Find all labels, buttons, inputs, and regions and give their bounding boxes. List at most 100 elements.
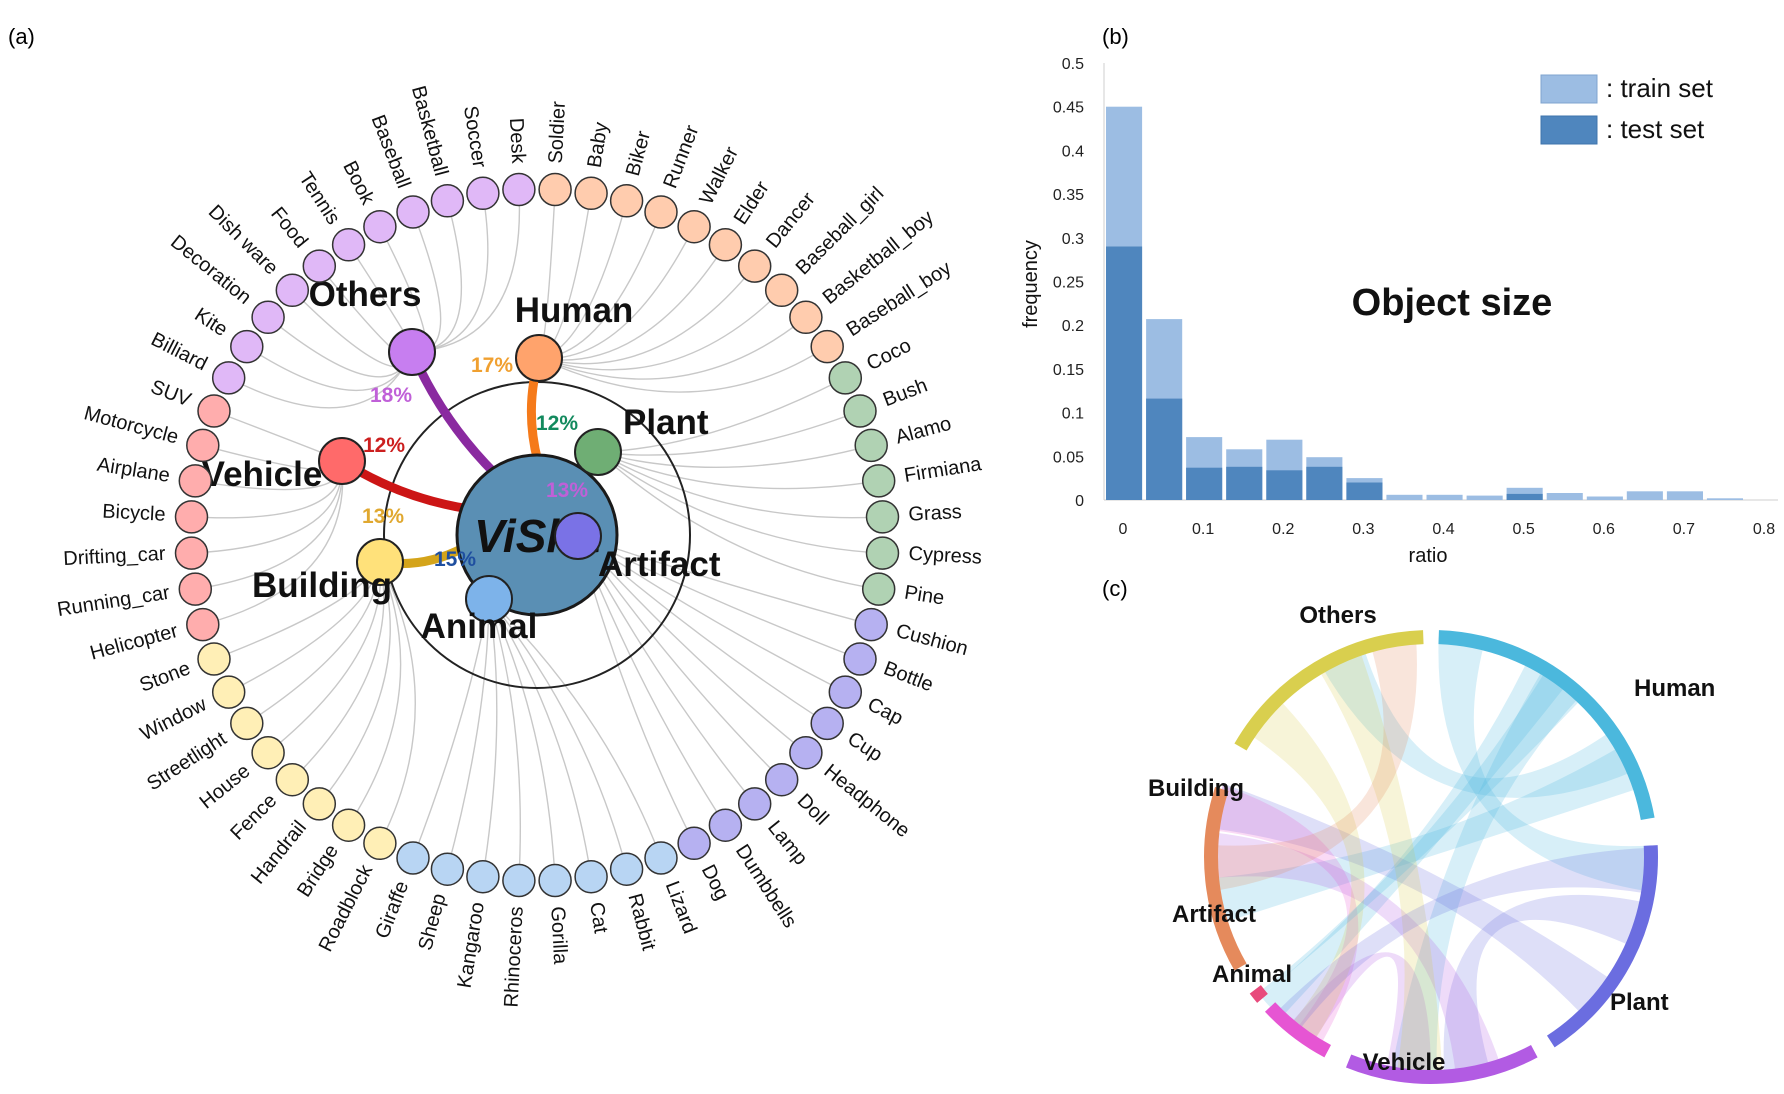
leaf-label-kangaroo: Kangaroo <box>454 901 489 990</box>
y-tick-0-45: 0.45 <box>1053 100 1084 117</box>
category-node-others <box>388 328 436 376</box>
leaf-link-rabbit <box>488 598 628 870</box>
bar-test-4 <box>1266 470 1303 500</box>
leaf-label-running-car: Running_car <box>56 582 172 622</box>
leaf-node-baseball <box>396 195 430 229</box>
leaf-node-dog <box>677 826 711 861</box>
leaf-node-rabbit <box>609 852 644 886</box>
leaf-link-alamo <box>597 444 872 469</box>
leaf-node-handrail <box>302 787 337 821</box>
leaf-link-sheep <box>446 598 490 870</box>
leaf-node-motorcycle <box>186 428 220 463</box>
leaf-label-stone: Stone <box>137 657 194 696</box>
leaf-node-headphone <box>789 735 823 770</box>
leaf-link-grass <box>597 451 883 519</box>
leaf-node-billiard <box>211 361 246 395</box>
y-axis-label: frequency <box>1020 240 1042 328</box>
leaf-node-bridge <box>331 808 366 842</box>
leaf-node-giraffe <box>396 841 430 875</box>
leaf-link-handrail <box>318 561 391 805</box>
x-tick-0-3: 0.3 <box>1352 521 1374 538</box>
leaf-node-roadblock <box>363 826 397 861</box>
leaf-label-lamp: Lamp <box>763 817 812 870</box>
leaf-label-rabbit: Rabbit <box>623 891 659 953</box>
leaf-label-food: Food <box>266 203 312 252</box>
ribbon-human-plant <box>1438 637 1652 892</box>
chord-label-building: Building <box>1148 775 1244 802</box>
leaf-link-lizard <box>488 598 662 859</box>
leaf-link-rhinoceros <box>488 598 522 881</box>
y-tick-0-1: 0.1 <box>1062 406 1084 423</box>
bar-train-9 <box>1466 495 1503 500</box>
ribbon-plant-vehicle <box>1443 894 1647 1077</box>
chord-label-vehicle: Vehicle <box>1363 1049 1446 1076</box>
leaf-label-cup: Cup <box>843 728 886 766</box>
bar-train-14 <box>1666 491 1703 500</box>
leaf-label-gorilla: Gorilla <box>546 906 571 966</box>
panel-label-b: (b) <box>1102 24 1129 49</box>
bar-test-1 <box>1146 398 1183 500</box>
leaf-node-firmiana <box>861 464 896 498</box>
leaf-node-basketball-boy <box>789 300 823 335</box>
y-tick-0-3: 0.3 <box>1062 231 1084 248</box>
leaf-node-dish-ware <box>275 273 310 308</box>
leaf-link-pine <box>597 451 879 590</box>
leaf-node-runner <box>644 195 678 229</box>
bar-test-10 <box>1506 493 1543 500</box>
leaf-node-bush <box>843 394 877 428</box>
bar-test-6 <box>1346 482 1383 500</box>
leaf-node-soccer <box>466 176 500 211</box>
leaf-label-bicycle: Bicycle <box>102 500 166 525</box>
y-tick-labels: 0 0.05 0.1 0.15 0.2 0.25 0.3 0.35 0.4 0.45 0.5 <box>1053 56 1084 510</box>
bar-test-0 <box>1106 246 1143 500</box>
leaf-label-kite: Kite <box>190 304 231 341</box>
x-tick-0-1: 0.1 <box>1192 521 1214 538</box>
leaf-node-grass <box>865 500 900 534</box>
leaf-label-cypress: Cypress <box>908 543 982 569</box>
leaf-label-soldier: Soldier <box>545 100 570 164</box>
leaf-label-fence: Fence <box>226 790 281 845</box>
category-label-building: Building <box>252 566 392 605</box>
leaf-label-walker: Walker <box>695 143 743 208</box>
leaf-link-basketball-boy <box>538 316 807 380</box>
chord-labels: Human Plant Vehicle Animal Artifact Building O… <box>1148 602 1715 1076</box>
bar-train-15 <box>1706 498 1743 500</box>
category-node-artifact <box>554 512 602 560</box>
leaf-node-cup <box>810 706 844 741</box>
category-tree-diagram: ViSha Others18%Human17%Plant12%Artifact1… <box>56 84 984 1009</box>
leaf-node-elder <box>708 228 743 262</box>
x-tick-0-7: 0.7 <box>1673 521 1695 538</box>
arc-artifact <box>1249 985 1268 1003</box>
leaf-node-coco <box>828 361 863 395</box>
bar-test-3 <box>1226 466 1263 500</box>
arc-animal <box>1264 1002 1332 1058</box>
leaf-node-baseball-girl <box>764 273 799 308</box>
leaf-label-elder: Elder <box>730 177 774 228</box>
leaf-label-grass: Grass <box>908 501 962 526</box>
leaf-link-runner <box>538 211 662 359</box>
bar-train-11 <box>1546 493 1583 500</box>
leaf-label-desk: Desk <box>505 117 529 165</box>
category-pct-building: 13% <box>362 505 404 528</box>
leaf-label-sheep: Sheep <box>414 891 450 953</box>
legend-swatch-train <box>1540 74 1598 104</box>
leaf-label-cushion: Cushion <box>894 620 971 660</box>
y-tick-0-35: 0.35 <box>1053 187 1084 204</box>
ribbon-others-animal <box>1248 698 1365 1043</box>
x-tick-0-5: 0.5 <box>1512 521 1534 538</box>
ribbon-others-vehicle <box>1317 649 1443 1078</box>
leaf-node-cap <box>828 675 863 709</box>
y-tick-0-15: 0.15 <box>1053 362 1084 379</box>
category-node-plant <box>574 428 622 476</box>
leaf-node-pine <box>861 572 896 606</box>
leaf-link-billiard <box>228 351 413 409</box>
leaf-label-biker: Biker <box>622 128 655 178</box>
leaf-label-alamo: Alamo <box>893 413 953 449</box>
ribbon-vehicle-building <box>1210 832 1501 1076</box>
leaf-label-firmiana: Firmiana <box>903 453 984 487</box>
leaf-label-coco: Coco <box>863 334 915 375</box>
category-pct-plant: 12% <box>536 412 578 435</box>
leaf-label-doll: Doll <box>793 790 833 830</box>
leaf-node-kangaroo <box>466 859 500 894</box>
panel-label-c: (c) <box>1102 576 1128 601</box>
